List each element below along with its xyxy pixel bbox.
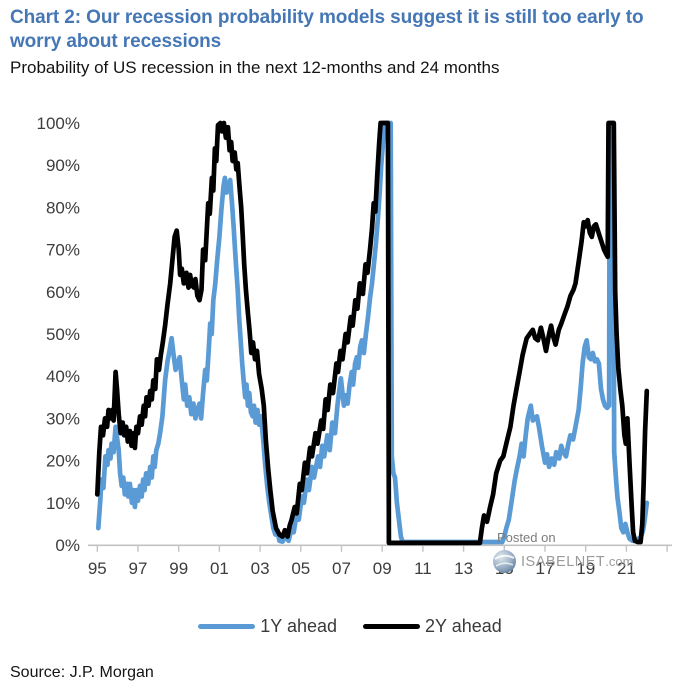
y-axis-labels: 0% 10% 20% 30% 40% 50% 60% 70% 80% 90% 100% [37, 114, 80, 555]
globe-icon [493, 550, 516, 573]
svg-text:60%: 60% [46, 283, 80, 302]
watermark-posted-on: Posted on [497, 530, 556, 545]
svg-text:19: 19 [576, 559, 595, 578]
svg-text:100%: 100% [37, 114, 80, 133]
line-1y-ahead [95, 120, 650, 545]
watermark-tld: .com [605, 554, 634, 569]
chart-title: Chart 2: Our recession probability model… [10, 7, 644, 52]
svg-text:50%: 50% [46, 325, 80, 344]
svg-text:90%: 90% [46, 156, 80, 175]
svg-text:0%: 0% [55, 536, 80, 555]
svg-text:03: 03 [251, 559, 270, 578]
legend-item-1y-ahead: 1Y ahead [198, 616, 337, 637]
svg-text:95: 95 [88, 559, 107, 578]
svg-text:80%: 80% [46, 198, 80, 217]
legend-label-2y-ahead: 2Y ahead [425, 615, 502, 636]
watermark-site: ISABELNET [521, 553, 606, 570]
svg-text:01: 01 [210, 559, 229, 578]
svg-text:99: 99 [169, 559, 188, 578]
watermark: Posted on ISABELNET .com [492, 530, 672, 574]
svg-text:17: 17 [536, 559, 555, 578]
svg-text:13: 13 [454, 559, 473, 578]
svg-text:07: 07 [332, 559, 351, 578]
svg-text:11: 11 [414, 559, 432, 578]
svg-text:97: 97 [129, 559, 148, 578]
source-caption: Source: J.P. Morgan [10, 664, 154, 681]
legend-label-1y-ahead: 1Y ahead [260, 615, 337, 636]
svg-text:09: 09 [373, 559, 392, 578]
svg-text:30%: 30% [46, 409, 80, 428]
2y-ahead-line-swatch-icon [363, 623, 420, 629]
1y-ahead-line-swatch-icon [198, 623, 256, 629]
svg-text:05: 05 [291, 559, 310, 578]
svg-text:70%: 70% [46, 241, 80, 260]
legend-item-2y-ahead: 2Y ahead [363, 616, 502, 637]
svg-text:21: 21 [617, 559, 636, 578]
x-axis-ticks [96, 545, 668, 552]
line-2y-ahead [94, 120, 650, 546]
svg-text:10%: 10% [46, 494, 80, 513]
svg-text:40%: 40% [46, 367, 80, 386]
chart-legend: 1Y ahead 2Y ahead [0, 613, 700, 639]
chart-subtitle: Probability of US recession in the next … [10, 58, 500, 77]
svg-text:20%: 20% [46, 452, 80, 471]
